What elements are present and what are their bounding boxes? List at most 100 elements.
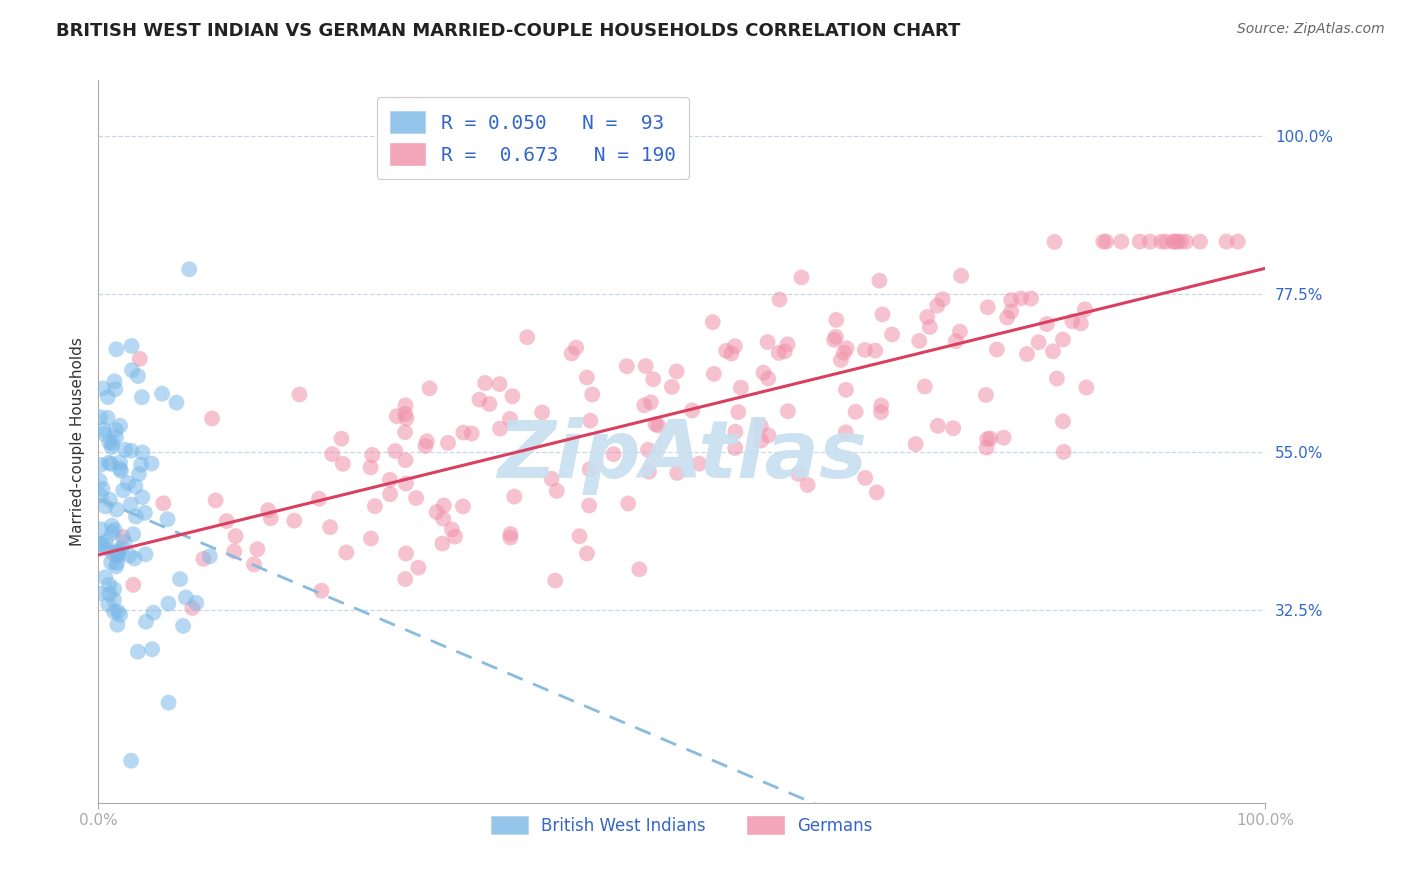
Point bbox=[787, 467, 810, 481]
Point bbox=[394, 572, 416, 586]
Point bbox=[89, 586, 111, 600]
Point bbox=[647, 418, 669, 433]
Point bbox=[616, 359, 638, 374]
Point bbox=[1052, 333, 1074, 347]
Point bbox=[91, 381, 114, 395]
Point bbox=[104, 382, 127, 396]
Point bbox=[773, 344, 796, 359]
Point bbox=[122, 527, 145, 541]
Point bbox=[451, 500, 474, 514]
Point bbox=[360, 460, 382, 475]
Point bbox=[868, 274, 890, 288]
Point bbox=[790, 270, 813, 285]
Point bbox=[395, 476, 418, 491]
Point bbox=[394, 453, 416, 467]
Point bbox=[756, 371, 779, 385]
Point bbox=[394, 407, 416, 421]
Point bbox=[124, 479, 146, 493]
Point bbox=[105, 430, 128, 444]
Point bbox=[474, 376, 496, 390]
Point bbox=[1042, 344, 1064, 359]
Point bbox=[100, 457, 122, 471]
Point bbox=[89, 458, 111, 472]
Point bbox=[98, 492, 121, 507]
Point bbox=[1015, 347, 1038, 361]
Point bbox=[100, 440, 122, 454]
Point bbox=[1000, 304, 1022, 318]
Point bbox=[432, 536, 454, 550]
Point bbox=[1036, 317, 1059, 331]
Point bbox=[1150, 235, 1173, 249]
Point bbox=[1139, 235, 1161, 249]
Point bbox=[150, 386, 173, 401]
Point bbox=[634, 359, 657, 373]
Point bbox=[501, 389, 523, 403]
Point bbox=[110, 464, 132, 478]
Point bbox=[544, 574, 567, 588]
Point bbox=[101, 518, 124, 533]
Point bbox=[1076, 380, 1098, 394]
Point bbox=[1111, 235, 1133, 249]
Point bbox=[94, 500, 117, 514]
Point bbox=[880, 327, 903, 342]
Point bbox=[117, 475, 139, 490]
Point bbox=[681, 403, 703, 417]
Point bbox=[752, 366, 775, 380]
Point bbox=[835, 341, 858, 355]
Point bbox=[134, 506, 156, 520]
Point bbox=[749, 434, 772, 448]
Point bbox=[90, 522, 112, 536]
Point bbox=[114, 442, 136, 457]
Point bbox=[260, 511, 283, 525]
Point bbox=[100, 556, 122, 570]
Point bbox=[166, 395, 188, 409]
Point bbox=[107, 605, 129, 619]
Point bbox=[112, 483, 135, 498]
Point bbox=[94, 533, 117, 548]
Point bbox=[98, 586, 121, 600]
Point bbox=[157, 597, 180, 611]
Point bbox=[107, 545, 129, 559]
Point bbox=[179, 262, 201, 277]
Point bbox=[97, 390, 120, 404]
Point bbox=[830, 353, 852, 368]
Point bbox=[433, 499, 456, 513]
Point bbox=[141, 457, 163, 471]
Point bbox=[107, 549, 129, 563]
Point bbox=[1175, 235, 1198, 249]
Point bbox=[768, 346, 790, 360]
Point bbox=[949, 325, 972, 339]
Point bbox=[927, 299, 949, 313]
Point bbox=[121, 339, 143, 353]
Point bbox=[823, 333, 845, 347]
Point bbox=[204, 493, 226, 508]
Point bbox=[702, 315, 724, 329]
Point bbox=[90, 537, 112, 551]
Point bbox=[870, 399, 893, 413]
Point bbox=[531, 405, 554, 419]
Point bbox=[1074, 302, 1097, 317]
Point bbox=[283, 514, 305, 528]
Point bbox=[832, 345, 855, 359]
Point bbox=[96, 541, 118, 556]
Point bbox=[172, 619, 194, 633]
Point bbox=[453, 425, 475, 440]
Point bbox=[1226, 235, 1249, 249]
Point bbox=[617, 496, 640, 510]
Point bbox=[945, 334, 967, 348]
Point bbox=[516, 330, 538, 344]
Point bbox=[395, 411, 418, 425]
Point bbox=[131, 490, 153, 504]
Point bbox=[105, 546, 128, 560]
Point bbox=[703, 367, 725, 381]
Point bbox=[1046, 371, 1069, 385]
Point bbox=[243, 558, 266, 572]
Point bbox=[1028, 335, 1050, 350]
Point bbox=[581, 387, 603, 401]
Point bbox=[644, 417, 666, 432]
Point bbox=[853, 471, 876, 485]
Point bbox=[724, 339, 747, 353]
Point bbox=[120, 498, 142, 512]
Point bbox=[863, 343, 886, 358]
Point bbox=[128, 467, 150, 481]
